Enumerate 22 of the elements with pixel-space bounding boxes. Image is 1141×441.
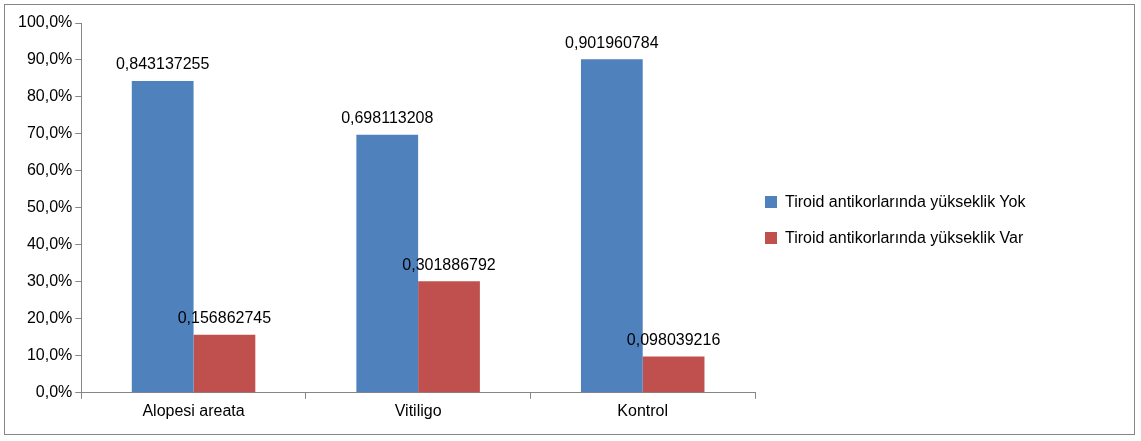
y-tick-label: 50,0%: [26, 198, 73, 216]
legend-label: Tiroid antikorlarında yükseklik Yok: [785, 192, 1026, 211]
y-tick-label: 60,0%: [26, 161, 73, 179]
y-tick-label: 0,0%: [35, 383, 73, 401]
y-tick-label: 80,0%: [26, 87, 73, 105]
legend-label: Tiroid antikorlarında yükseklik Var: [785, 228, 1024, 247]
bar: [193, 334, 256, 393]
x-tick-label: Alopesi areata: [142, 401, 245, 419]
y-tick-label: 10,0%: [26, 346, 73, 364]
y-tick-label: 90,0%: [26, 50, 73, 68]
bar: [418, 281, 480, 393]
y-tick-label: 40,0%: [26, 235, 73, 253]
data-label: 0,901960784: [565, 33, 659, 51]
x-tick-label: Kontrol: [617, 401, 669, 419]
y-tick-label: 70,0%: [26, 124, 73, 142]
y-tick-label: 20,0%: [26, 309, 73, 327]
data-label: 0,843137255: [115, 55, 210, 73]
x-tick-label: Vitiligo: [394, 401, 442, 419]
y-tick-label: 30,0%: [26, 272, 73, 290]
y-tick-label: 100,0%: [18, 13, 73, 31]
bar: [642, 356, 705, 393]
data-label: 0,698113208: [341, 109, 434, 127]
